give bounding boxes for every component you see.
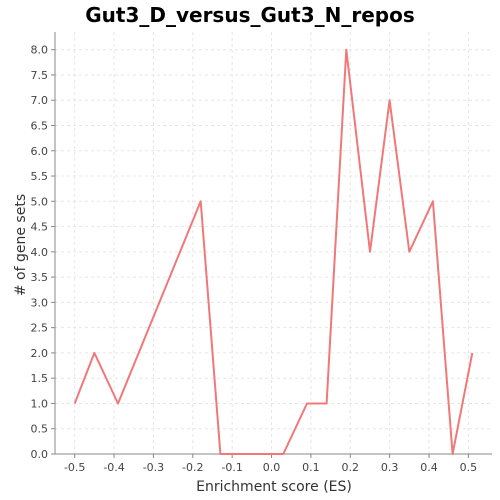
y-tick-label: 3.5 (31, 271, 49, 284)
y-tick-label: 4.0 (31, 246, 49, 259)
x-tick-label: 0.1 (302, 461, 320, 474)
y-tick-label: 0.0 (31, 448, 49, 461)
y-tick-label: 1.5 (31, 372, 49, 385)
series-line-0 (73, 48, 474, 455)
y-tick-label: 8.0 (31, 44, 49, 57)
x-tick-label: 0.2 (342, 461, 360, 474)
ticks: -0.5 -0.4 -0.3 -0.2 -0.1 0.0 0.1 0.2 0.3 0.4 0.5 0.… (31, 44, 478, 474)
x-tick-label: 0.3 (381, 461, 399, 474)
y-tick-label: 7.0 (31, 94, 49, 107)
chart-title: Gut3_D_versus_Gut3_N_repos (85, 3, 415, 27)
y-tick-label: 5.0 (31, 195, 49, 208)
y-tick-label: 5.5 (31, 170, 49, 183)
x-tick-label: -0.4 (103, 461, 124, 474)
series (73, 48, 474, 455)
y-tick-label: 1.0 (31, 397, 49, 410)
y-tick-label: 6.5 (31, 119, 49, 132)
y-axis-label: # of gene sets (13, 194, 29, 296)
x-tick-label: -0.2 (182, 461, 203, 474)
y-tick-label: 7.5 (31, 69, 49, 82)
y-tick-label: 3.0 (31, 296, 49, 309)
y-tick-label: 4.5 (31, 221, 49, 234)
x-axis-label: Enrichment score (ES) (196, 479, 352, 495)
x-tick-label: 0.0 (263, 461, 281, 474)
x-tick-label: 0.4 (420, 461, 438, 474)
x-tick-label: -0.5 (64, 461, 85, 474)
grid (55, 32, 492, 455)
y-tick-label: 2.5 (31, 322, 49, 335)
x-tick-label: -0.1 (221, 461, 242, 474)
axes (54, 32, 492, 455)
y-tick-label: 6.0 (31, 145, 49, 158)
x-tick-label: 0.5 (460, 461, 478, 474)
x-tick-label: -0.3 (143, 461, 164, 474)
y-tick-label: 0.5 (31, 423, 49, 436)
y-tick-label: 2.0 (31, 347, 49, 360)
